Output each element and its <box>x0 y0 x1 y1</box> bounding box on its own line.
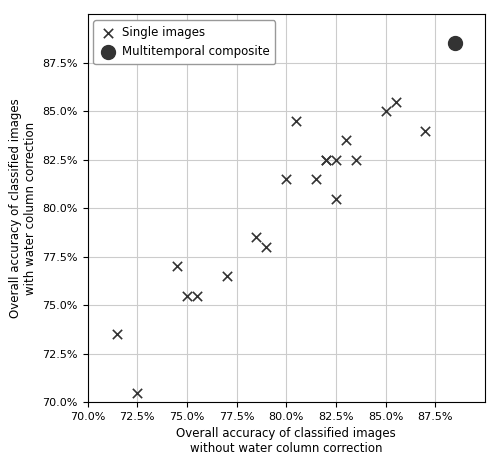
Single images <box>193 292 201 299</box>
Single images <box>282 175 290 183</box>
Single images <box>382 108 390 115</box>
Single images <box>352 156 360 164</box>
Single images <box>422 127 430 134</box>
Single images <box>183 292 191 299</box>
Y-axis label: Overall accuracy of classified images
with water column correction: Overall accuracy of classified images wi… <box>8 99 36 318</box>
Single images <box>342 137 350 144</box>
Single images <box>292 117 300 125</box>
Single images <box>332 156 340 164</box>
Single images <box>332 195 340 202</box>
Single images <box>322 156 330 164</box>
Single images <box>173 263 181 270</box>
Legend: Single images, Multitemporal composite: Single images, Multitemporal composite <box>94 20 276 64</box>
Single images <box>222 272 230 280</box>
Single images <box>262 243 270 251</box>
X-axis label: Overall accuracy of classified images
without water column correction: Overall accuracy of classified images wi… <box>176 427 396 456</box>
Single images <box>392 98 400 105</box>
Multitemporal composite <box>451 40 459 47</box>
Single images <box>252 234 260 241</box>
Single images <box>322 156 330 164</box>
Single images <box>114 330 122 338</box>
Single images <box>133 389 141 397</box>
Single images <box>312 175 320 183</box>
